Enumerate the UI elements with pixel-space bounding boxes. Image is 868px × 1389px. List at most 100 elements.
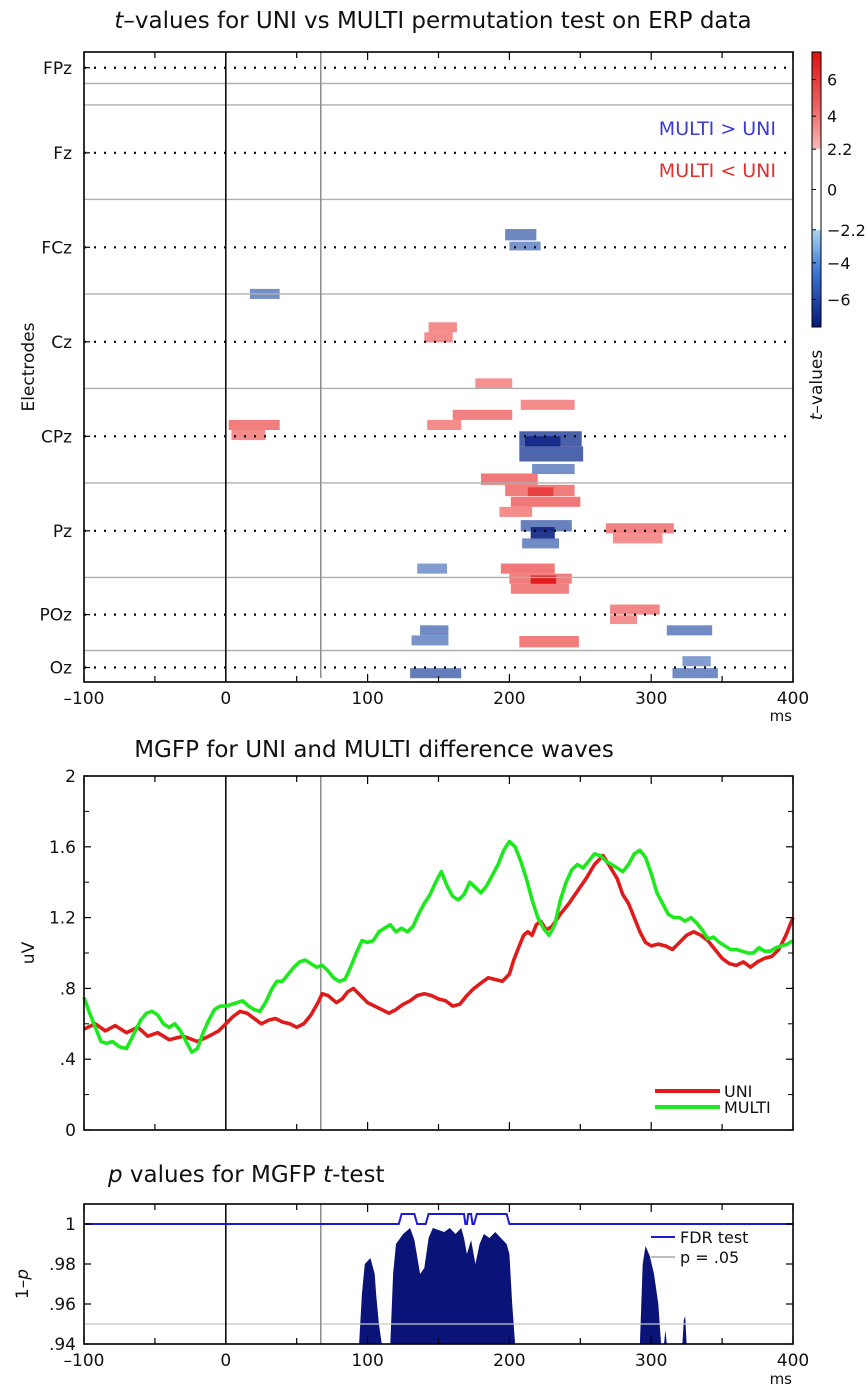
pvalue-xtick-label-0: –100 <box>64 1351 105 1371</box>
pvalue-title: p values for MGFP t-test <box>107 1162 385 1188</box>
heatmap-cluster-12 <box>524 436 561 447</box>
heatmap-cluster-8 <box>427 419 462 430</box>
heatmap-clusters <box>228 229 718 679</box>
pvalue-legend: FDR test p = .05 <box>651 1228 748 1267</box>
heatmap-cluster-6 <box>520 399 575 410</box>
pvalue-marks <box>84 1204 793 1344</box>
mgfp-ticks: 0 .4 .8 1.2 1.6 2 <box>49 767 794 1141</box>
mgfp-ytick-label-3: 1.2 <box>49 909 76 929</box>
heatmap-frame <box>83 51 794 683</box>
pvalue-xtick-label-4: 300 <box>635 1351 667 1371</box>
colorbar-ticks: 6 4 2.2 0 −2.2 −4 −6 <box>812 71 866 310</box>
mgfp-y-label: uV <box>19 941 39 964</box>
heatmap-cluster-10 <box>231 430 266 441</box>
heatmap-x-unit: ms <box>770 707 793 725</box>
mgfp-ytick-label-1: .4 <box>60 1050 76 1070</box>
colorbar-tick-label-1: 4 <box>827 107 837 126</box>
heatmap-y-label: Electrodes <box>19 322 39 411</box>
electrode-label-Oz: Oz <box>50 659 72 679</box>
pvalue-ytick-label-1: .96 <box>49 1295 76 1315</box>
heatmap-cluster-23 <box>605 523 674 534</box>
heatmap-cluster-5 <box>475 378 513 389</box>
mgfp-title: MGFP for UNI and MULTI difference waves <box>134 737 614 763</box>
annotation-multi-less: MULTI < UNI <box>659 160 776 182</box>
colorbar-label: t–values <box>807 350 827 421</box>
electrode-label-Pz: Pz <box>53 522 72 542</box>
fdr-test-line <box>84 1213 793 1225</box>
heatmap-xtick-label-1: 0 <box>220 689 231 709</box>
annotation-multi-greater: MULTI > UNI <box>659 118 776 140</box>
legend-label-uni: UNI <box>724 1082 752 1101</box>
pvalue-xtick-label-5: 400 <box>777 1351 809 1371</box>
mgfp-ytick-label-0: 0 <box>65 1121 76 1141</box>
heatmap-cluster-30 <box>610 604 660 615</box>
heatmap-cluster-3 <box>428 322 457 333</box>
pvalue-x-unit: ms <box>770 1370 793 1388</box>
heatmap-cluster-24 <box>612 533 663 544</box>
heatmap-cluster-31 <box>610 615 638 625</box>
heatmap-x-ticks: –100 0 100 200 300 400 <box>64 52 809 709</box>
heatmap-cluster-38 <box>672 668 718 679</box>
electrode-label-CPz: CPz <box>41 427 72 447</box>
heatmap-xtick-label-3: 200 <box>493 689 525 709</box>
pvalue-y-label: 1–p <box>13 1269 33 1299</box>
significance-area-0 <box>359 1258 382 1344</box>
pvalue-ytick-label-2: .98 <box>49 1255 76 1275</box>
mgfp-ytick-label-4: 1.6 <box>49 838 76 858</box>
mgfp-ytick-label-5: 2 <box>65 767 76 787</box>
heatmap-xtick-label-0: –100 <box>64 689 105 709</box>
heatmap-xtick-label-4: 300 <box>635 689 667 709</box>
pvalue-xtick-label-2: 100 <box>351 1351 383 1371</box>
heatmap-cluster-20 <box>520 520 572 532</box>
heatmap-cluster-1 <box>509 241 541 251</box>
significance-area-4 <box>682 1316 687 1344</box>
mgfp-lines <box>82 776 795 1130</box>
electrode-label-FCz: FCz <box>41 238 72 258</box>
colorbar-tick-label-2: 2.2 <box>827 140 852 159</box>
heatmap-cluster-7 <box>452 409 513 420</box>
legend-label-threshold: p = .05 <box>680 1248 739 1267</box>
mgfp-ytick-label-2: .8 <box>60 979 76 999</box>
heatmap-cluster-35 <box>519 636 579 648</box>
heatmap-cluster-14 <box>532 464 575 475</box>
legend-label-fdr: FDR test <box>680 1228 748 1247</box>
electrode-label-Fz: Fz <box>53 144 72 164</box>
heatmap-cluster-18 <box>510 496 581 507</box>
electrode-label-FPz: FPz <box>43 59 72 79</box>
mgfp-legend: UNI MULTI <box>655 1082 771 1117</box>
pvalue-xtick-label-1: 0 <box>220 1351 231 1371</box>
legend-label-multi: MULTI <box>724 1098 771 1117</box>
heatmap-cluster-17 <box>527 487 554 497</box>
colorbar-tick-label-0: 6 <box>827 71 837 90</box>
heatmap-cluster-22 <box>522 538 560 549</box>
colorbar-tick-label-4: −2.2 <box>827 221 866 240</box>
significance-area-3 <box>664 1330 667 1344</box>
heatmap-cluster-29 <box>510 583 569 594</box>
electrode-label-POz: POz <box>39 606 72 626</box>
electrode-label-Cz: Cz <box>51 333 72 353</box>
pvalue-xtick-label-3: 200 <box>493 1351 525 1371</box>
heatmap-cluster-25 <box>417 563 448 574</box>
heatmap-cluster-32 <box>420 625 449 636</box>
heatmap-xtick-label-2: 100 <box>351 689 383 709</box>
heatmap-cluster-26 <box>500 563 555 574</box>
significance-area-2 <box>639 1246 662 1344</box>
mgfp-panel: MGFP for UNI and MULTI difference waves … <box>19 737 795 1141</box>
electrode-labels: FPz Fz FCz Cz CPz Pz POz Oz <box>39 59 90 679</box>
pvalue-panel: p values for MGFP t-test .94 .96 .98 1 –100 0… <box>13 1162 809 1388</box>
series-line-uni <box>83 853 795 1044</box>
series-line-multi <box>82 839 794 1054</box>
mgfp-frame <box>83 775 794 1131</box>
heatmap-title: t–values for UNI vs MULTI permutation te… <box>114 8 751 34</box>
significance-area-1 <box>390 1228 516 1344</box>
heatmap-cluster-0 <box>505 229 537 241</box>
pvalue-ytick-label-3: 1 <box>65 1215 76 1235</box>
heatmap-cluster-4 <box>424 332 453 343</box>
heatmap-cluster-9 <box>228 419 280 430</box>
heatmap-cluster-15 <box>481 473 538 485</box>
heatmap-cluster-33 <box>411 635 449 646</box>
colorbar-tick-label-6: −6 <box>827 291 851 310</box>
colorbar-tick-label-5: −4 <box>827 254 851 273</box>
heatmap-cluster-36 <box>682 656 711 667</box>
